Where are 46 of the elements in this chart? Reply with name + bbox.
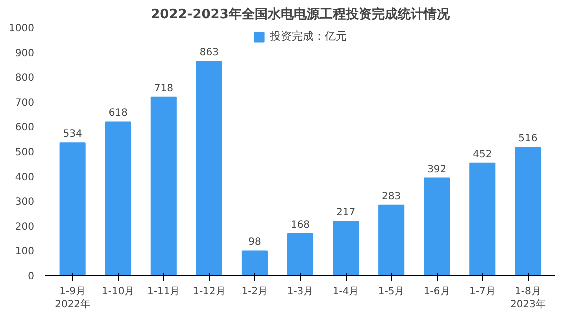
y-tick-label: 100	[15, 246, 35, 258]
x-tick-label: 1-11月	[148, 286, 180, 298]
data-label: 98	[248, 237, 262, 248]
x-tick-label: 1-4月	[332, 286, 360, 298]
x-tick-label: 1-6月	[424, 286, 450, 298]
y-tick-label: 0	[28, 272, 35, 282]
data-label: 618	[108, 108, 128, 120]
data-label: 516	[518, 134, 538, 145]
y-tick-label: 700	[15, 98, 35, 109]
y-tick-label: 500	[15, 148, 35, 158]
bar	[150, 96, 177, 276]
data-label: 863	[200, 47, 219, 58]
y-tick-label: 800	[15, 73, 35, 84]
bar	[105, 122, 132, 276]
x-tick-label: 1-7月	[469, 286, 496, 298]
x-tick-label: 1-5月	[378, 286, 405, 298]
bar	[378, 204, 405, 276]
chart-title: 2022-2023年全国水电电源工程投资完成统计情况	[151, 6, 451, 22]
data-label: 392	[428, 164, 447, 176]
x-tick-label: 1-3月	[287, 286, 314, 298]
data-label: 452	[473, 149, 492, 160]
x-tick-label: 1-8月 2023年	[510, 286, 546, 311]
bar	[470, 162, 496, 276]
bar	[515, 147, 542, 276]
x-tick-label: 1-2月	[242, 286, 268, 298]
bar	[287, 233, 314, 276]
data-label: 718	[154, 83, 174, 94]
bar	[242, 250, 268, 276]
bar	[196, 60, 222, 276]
y-tick-label: 200	[15, 222, 35, 233]
x-tick-label: 1-10月	[102, 286, 135, 298]
data-label: 168	[290, 220, 310, 231]
x-tick-label: 1-12月	[193, 286, 226, 298]
x-tick-label: 1-9月 2022年	[55, 286, 91, 311]
bar	[333, 221, 360, 276]
bar	[60, 142, 86, 276]
y-tick-label: 600	[15, 122, 35, 134]
data-label: 217	[336, 208, 356, 219]
y-tick-label: 1000	[9, 24, 35, 34]
bar	[424, 178, 450, 276]
y-tick-label: 900	[15, 48, 35, 60]
y-tick-label: 400	[15, 172, 35, 184]
y-tick-label: 300	[15, 197, 35, 208]
data-label: 283	[382, 191, 402, 202]
legend-label: 投资完成：亿元	[270, 29, 347, 44]
data-label: 534	[63, 129, 82, 140]
